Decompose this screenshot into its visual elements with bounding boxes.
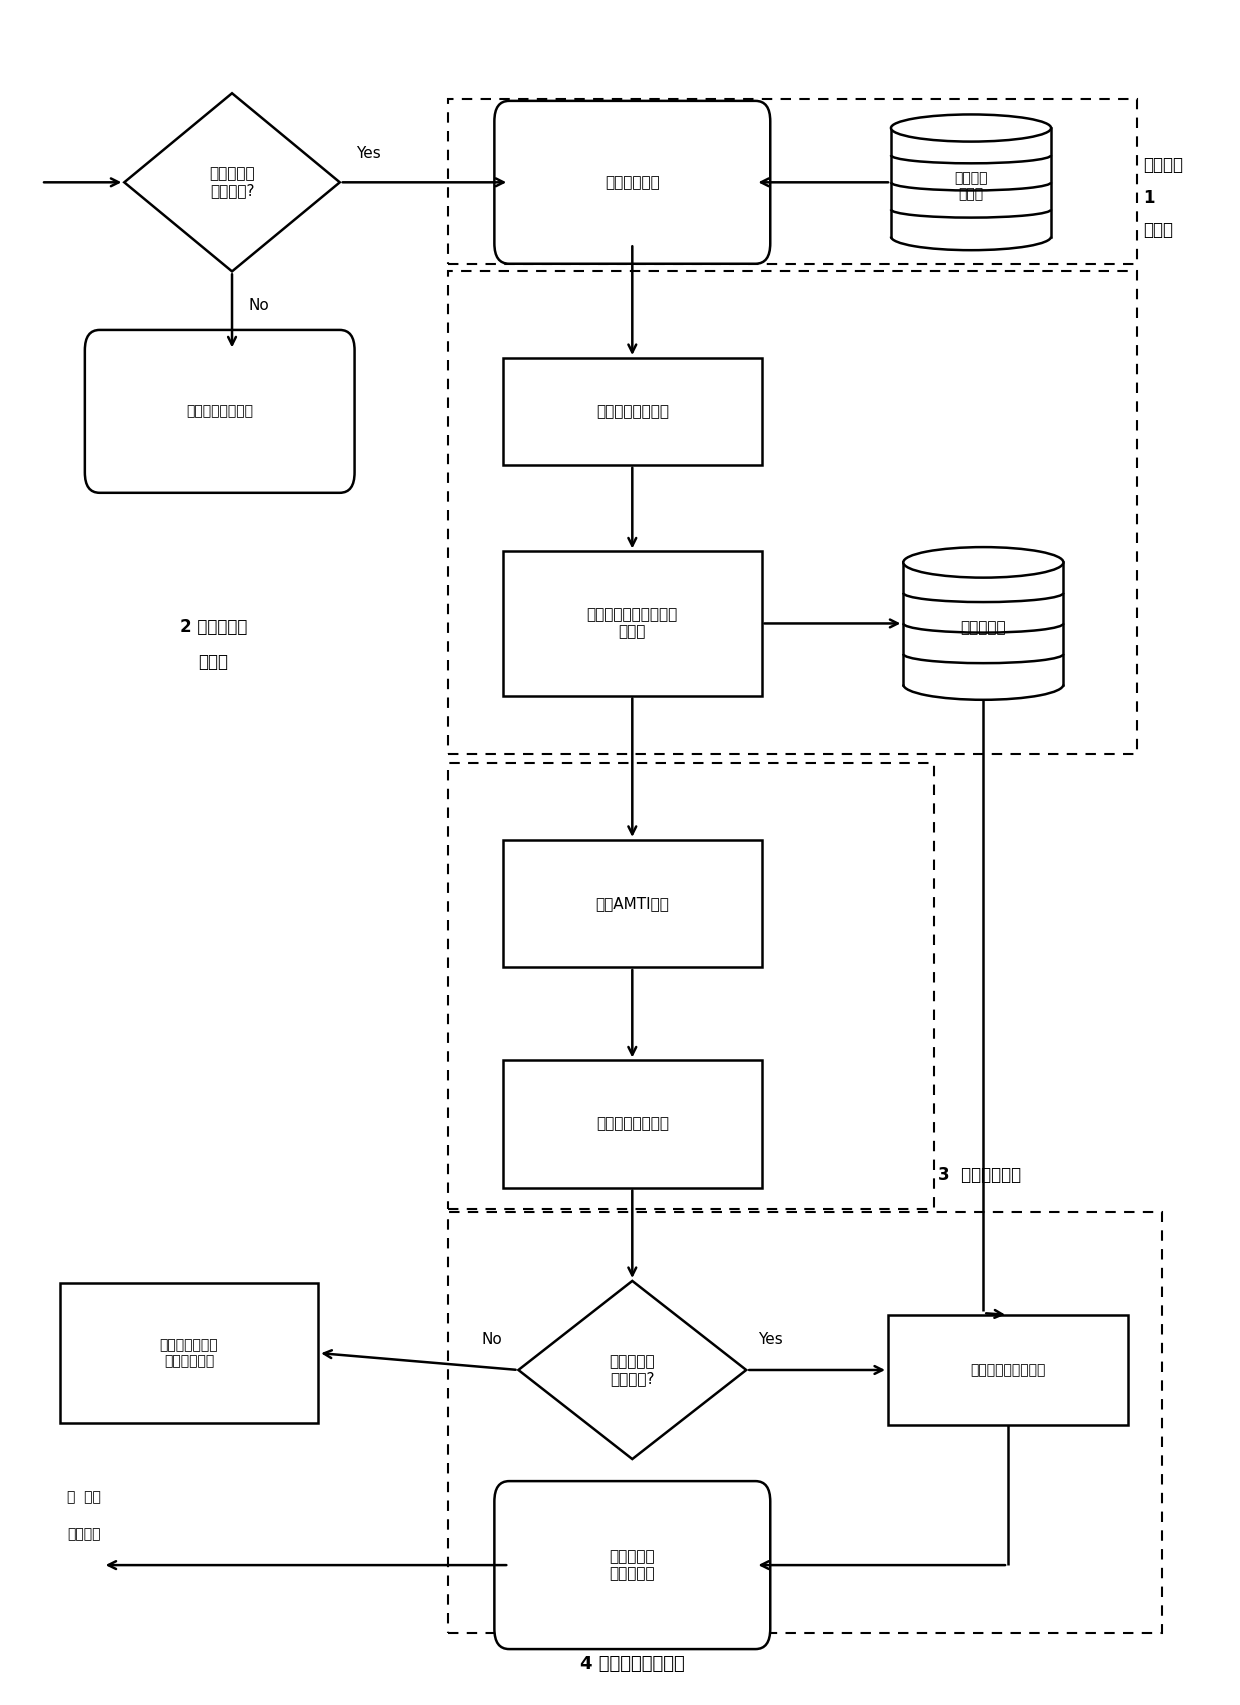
Bar <box>903 563 1064 684</box>
Text: 分析处理: 分析处理 <box>67 1528 100 1541</box>
Bar <box>448 1212 1162 1633</box>
Text: 3  杂波对消处理: 3 杂波对消处理 <box>937 1166 1021 1183</box>
Text: Yes: Yes <box>356 147 381 160</box>
Polygon shape <box>124 94 340 271</box>
Bar <box>503 358 761 465</box>
Text: No: No <box>248 298 269 312</box>
Text: 脉冲多普勒处理与杂波
图生成: 脉冲多普勒处理与杂波 图生成 <box>587 607 678 639</box>
Text: 4 隐身目标轮廓检测: 4 隐身目标轮廓检测 <box>580 1654 684 1673</box>
Text: 执行联合检测处理: 执行联合检测处理 <box>595 1117 668 1132</box>
Bar <box>892 128 1052 237</box>
Bar <box>503 1061 761 1188</box>
FancyBboxPatch shape <box>495 1482 770 1649</box>
Bar <box>60 1282 319 1424</box>
Text: 执行AMTI处理: 执行AMTI处理 <box>595 895 670 910</box>
Bar <box>448 99 1137 264</box>
Text: 是否执行下
周期扫描?: 是否执行下 周期扫描? <box>210 165 255 198</box>
Text: 雷达波束
编排表: 雷达波束 编排表 <box>955 170 988 201</box>
Text: 与处理: 与处理 <box>198 653 228 672</box>
Bar <box>888 1315 1128 1425</box>
Text: 信号接收与预处理: 信号接收与预处理 <box>595 404 668 419</box>
Bar <box>503 551 761 696</box>
Bar <box>448 271 1137 754</box>
Text: 杂波图综合比对分析: 杂波图综合比对分析 <box>970 1362 1045 1378</box>
Text: No: No <box>481 1332 502 1347</box>
Text: 完成本周期探测
输出判决结果: 完成本周期探测 输出判决结果 <box>160 1338 218 1367</box>
Text: 进  一步: 进 一步 <box>67 1490 102 1504</box>
FancyBboxPatch shape <box>84 331 355 493</box>
Text: 与照射: 与照射 <box>1143 222 1173 239</box>
Bar <box>503 841 761 967</box>
Text: 执行预定扫描: 执行预定扫描 <box>605 176 660 189</box>
Ellipse shape <box>892 114 1052 142</box>
Text: 完成对隐身
目标的探测: 完成对隐身 目标的探测 <box>610 1548 655 1581</box>
Bar <box>448 762 934 1209</box>
Text: Yes: Yes <box>759 1332 784 1347</box>
Text: 1: 1 <box>1143 189 1154 206</box>
Polygon shape <box>518 1280 746 1459</box>
Text: 2 地杂波分析: 2 地杂波分析 <box>180 617 247 636</box>
Ellipse shape <box>903 547 1064 578</box>
Text: 是否检测出
目标轮廓?: 是否检测出 目标轮廓? <box>610 1354 655 1386</box>
Text: 结束本次空域检测: 结束本次空域检测 <box>186 404 253 418</box>
FancyBboxPatch shape <box>495 101 770 264</box>
Text: 波位编排: 波位编排 <box>1143 157 1183 174</box>
Text: 杂波图存储: 杂波图存储 <box>961 621 1006 636</box>
